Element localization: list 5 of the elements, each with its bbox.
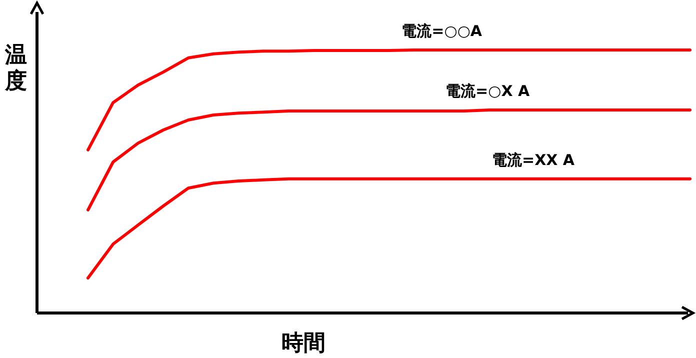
series-label: 電流=○X A — [446, 82, 530, 100]
series-label: 電流=XX A — [492, 150, 575, 169]
series-label: 電流=○○A — [402, 22, 482, 40]
x-axis-title: 時間 — [282, 331, 326, 356]
y-axis-title: 温度 — [4, 43, 27, 94]
